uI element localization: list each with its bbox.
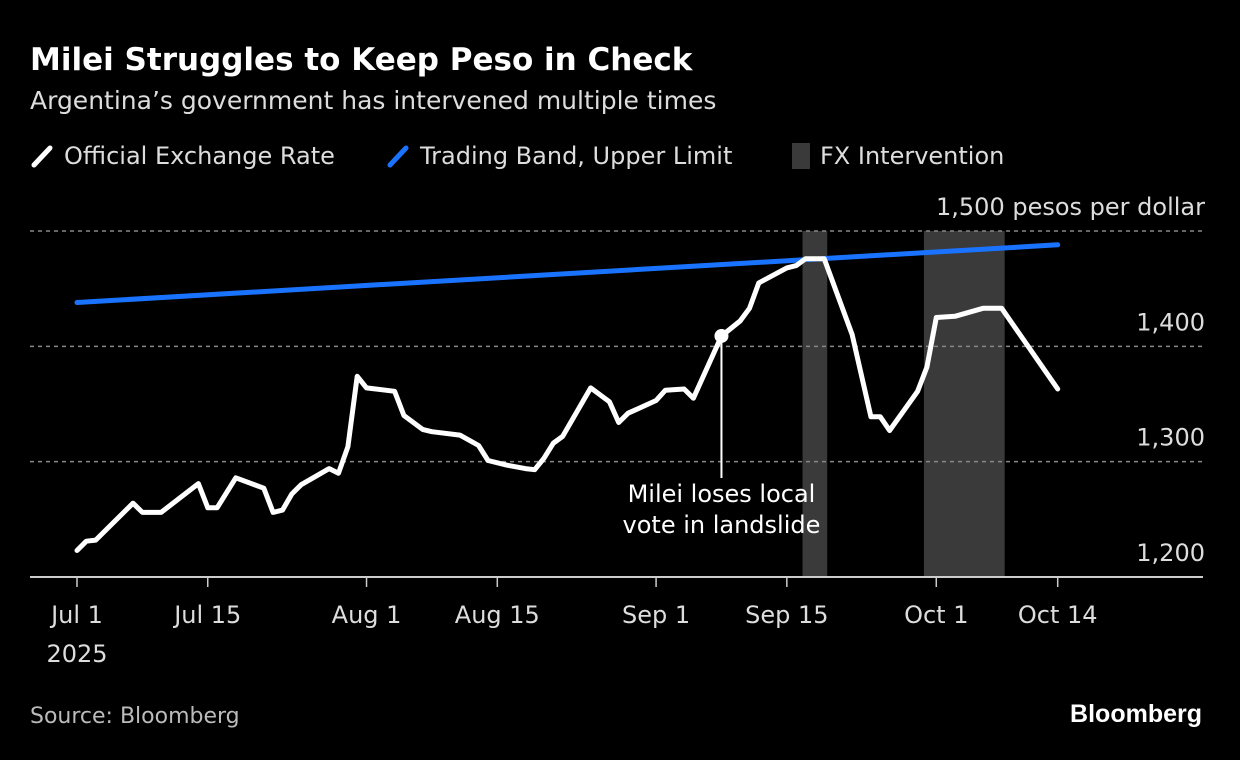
x-tick-label: Sep 1 — [622, 601, 690, 629]
fx-intervention-band — [923, 231, 1005, 577]
trading-band-line — [74, 242, 1061, 305]
legend-swatch-white — [31, 145, 53, 168]
y-tick-label: 1,400 — [1136, 308, 1205, 336]
x-tick-label: Jul 1 — [49, 601, 103, 629]
legend-label: FX Intervention — [820, 142, 1005, 170]
x-tick-label: Sep 15 — [745, 601, 828, 629]
x-tick-label: Aug 1 — [332, 601, 402, 629]
fx-intervention-band — [802, 231, 828, 577]
x-tick-label: Oct 14 — [1018, 601, 1098, 629]
legend-item-exchange-rate: Official Exchange Rate — [30, 142, 335, 170]
annotation-text: vote in landslide — [623, 511, 821, 539]
legend-swatch-blue — [387, 145, 409, 168]
chart-title: Milei Struggles to Keep Peso in Check — [30, 42, 693, 78]
annotation-text: Milei loses local — [628, 480, 816, 508]
bloomberg-logo: Bloomberg — [1070, 700, 1202, 728]
x-tick-year: 2025 — [46, 640, 107, 668]
annotation-marker — [714, 328, 729, 343]
chart-subtitle: Argentina’s government has intervened mu… — [30, 86, 717, 115]
legend-label: Official Exchange Rate — [64, 142, 335, 170]
exchange-rate-line — [74, 256, 1061, 553]
x-tick-label: Oct 1 — [904, 601, 968, 629]
y-tick-label: 1,300 — [1136, 424, 1205, 452]
legend-item-trading-band: Trading Band, Upper Limit — [386, 142, 732, 170]
x-tick-label: Jul 15 — [172, 601, 241, 629]
legend-item-fx-intervention: FX Intervention — [792, 142, 1004, 170]
y-tick-label: 1,500 pesos per dollar — [936, 193, 1205, 221]
legend-swatch-gray — [792, 143, 810, 169]
source-note: Source: Bloomberg — [30, 704, 240, 729]
y-tick-label: 1,200 — [1136, 539, 1205, 567]
x-tick-label: Aug 15 — [455, 601, 540, 629]
legend-label: Trading Band, Upper Limit — [420, 142, 733, 170]
